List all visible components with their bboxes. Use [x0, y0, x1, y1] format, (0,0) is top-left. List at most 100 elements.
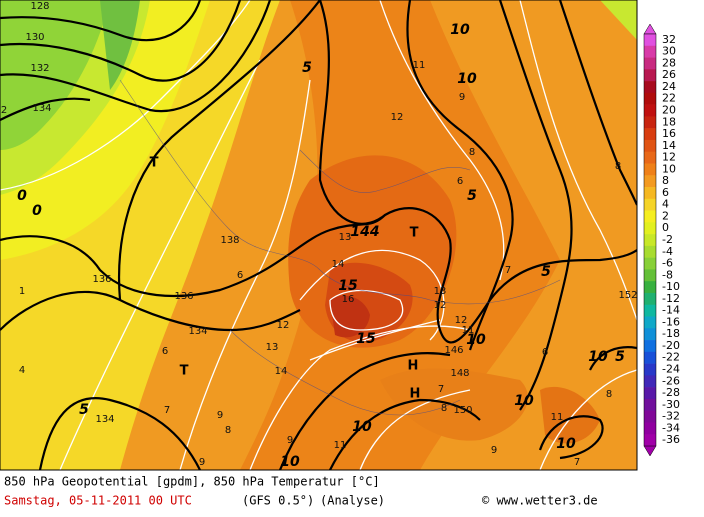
- scale-label: -6: [662, 257, 673, 270]
- isotherm-label: 10: [352, 419, 372, 435]
- isotherm-label: 8: [606, 389, 612, 400]
- isotherm-label: 5: [467, 188, 477, 204]
- isotherm-label: 15: [338, 278, 358, 294]
- isotherm-label: 6: [237, 270, 243, 281]
- isotherm-label: 13: [434, 286, 447, 297]
- scale-label: -24: [662, 362, 680, 375]
- scale-label: 4: [662, 198, 669, 211]
- isotherm-label: 9: [491, 445, 497, 456]
- scale-swatch: [644, 151, 656, 164]
- scale-swatch: [644, 434, 656, 447]
- scale-label: -34: [662, 421, 680, 434]
- isotherm-label: 5: [541, 264, 551, 280]
- scale-label: -36: [662, 433, 680, 446]
- isotherm-label: 11: [413, 60, 426, 71]
- scale-label: 6: [662, 186, 669, 199]
- isotherm-label: 8: [615, 161, 621, 172]
- scale-swatch: [644, 292, 656, 306]
- isotherm-label: 14: [275, 366, 288, 377]
- scale-label: 26: [662, 68, 676, 81]
- scale-label: 20: [662, 104, 676, 117]
- scale-swatch: [644, 387, 656, 400]
- scale-swatch: [644, 234, 656, 247]
- scale-swatch: [644, 104, 656, 117]
- geopotential-contours: [0, 0, 637, 470]
- contour-label: 138: [220, 235, 239, 246]
- scale-swatch: [644, 210, 656, 223]
- contour-label: 134: [188, 326, 207, 337]
- isotherm-label: 16: [342, 294, 355, 305]
- pressure-center: T: [150, 156, 159, 171]
- scale-label: -32: [662, 410, 680, 423]
- scale-label: 12: [662, 151, 676, 164]
- map: 128 130 132 134 2 0 0 T 5 10 10 11 9 12 …: [0, 0, 637, 470]
- footer-run: (Analyse): [320, 494, 385, 508]
- scale-label: 28: [662, 56, 676, 69]
- scale-label: 32: [662, 33, 676, 46]
- scale-swatch: [644, 57, 656, 70]
- isotherm-label: 13: [266, 342, 279, 353]
- isotherm-label: 12: [391, 112, 404, 123]
- scale-label: -4: [662, 245, 673, 258]
- scale-label: 0: [662, 221, 669, 234]
- scale-label: 18: [662, 115, 676, 128]
- isotherm-label: 10: [457, 71, 477, 87]
- contour-label: 146: [444, 345, 463, 356]
- scale-label: -30: [662, 398, 680, 411]
- scale-swatch: [644, 328, 656, 341]
- isotherm-label: 10: [514, 393, 534, 409]
- isotherm-label: 9: [459, 92, 465, 103]
- scale-label: -26: [662, 374, 680, 387]
- contour-label: 128: [30, 1, 49, 12]
- scale-label: 10: [662, 162, 676, 175]
- scale-swatch: [644, 69, 656, 82]
- scale-label: -16: [662, 315, 680, 328]
- scale-swatch: [644, 257, 656, 270]
- scale-frame: [643, 33, 657, 447]
- isotherm-label: 6: [162, 346, 168, 357]
- contour-label: 130: [25, 32, 44, 43]
- isotherm-label: 2: [1, 105, 7, 116]
- scale-swatch: [644, 34, 656, 47]
- scale-swatch: [644, 422, 656, 435]
- scale-label: -12: [662, 292, 680, 305]
- contour-label: 136: [92, 274, 111, 285]
- scale-swatch: [644, 163, 656, 176]
- scale-swatch: [644, 245, 656, 258]
- scale-label: -8: [662, 268, 673, 281]
- scale-label: -14: [662, 304, 680, 317]
- pressure-center: T: [410, 226, 419, 241]
- isotherm-label: 6: [542, 347, 548, 358]
- scale-swatch: [644, 351, 656, 364]
- scale-swatch: [644, 175, 656, 188]
- isotherm-label: 7: [438, 384, 444, 395]
- isotherm-label: 0: [17, 188, 27, 204]
- scale-swatch: [644, 187, 656, 200]
- footer-date: Samstag, 05-11-2011 00 UTC: [4, 494, 192, 508]
- contour-label: 136: [174, 291, 193, 302]
- scale-label: 2: [662, 209, 669, 222]
- scale-label: -22: [662, 351, 680, 364]
- scale-swatch: [644, 222, 656, 235]
- isotherm-label: 11: [334, 440, 347, 451]
- isotherm-label: 5: [302, 60, 312, 76]
- scale-swatch: [644, 45, 656, 58]
- isotherm-label: 9: [217, 410, 223, 421]
- scale-swatch: [644, 198, 656, 211]
- footer-credit: © www.wetter3.de: [482, 494, 598, 508]
- isotherm-label: 14: [332, 259, 345, 270]
- scale-arrow-top: [643, 23, 657, 35]
- contour-label: 132: [30, 63, 49, 74]
- isotherm-label: 7: [574, 457, 580, 468]
- pressure-center: H: [410, 387, 421, 402]
- scale-label: -28: [662, 386, 680, 399]
- scale-label: 22: [662, 92, 676, 105]
- scale-swatch: [644, 340, 656, 353]
- contour-label: 134: [95, 414, 114, 425]
- scale-swatch: [644, 363, 656, 376]
- isotherm-label: 8: [441, 403, 447, 414]
- isotherm-label: 11: [551, 412, 564, 423]
- isotherm-label: 8: [225, 425, 231, 436]
- isotherm-label: 1: [19, 286, 25, 297]
- pressure-center: H: [408, 359, 419, 374]
